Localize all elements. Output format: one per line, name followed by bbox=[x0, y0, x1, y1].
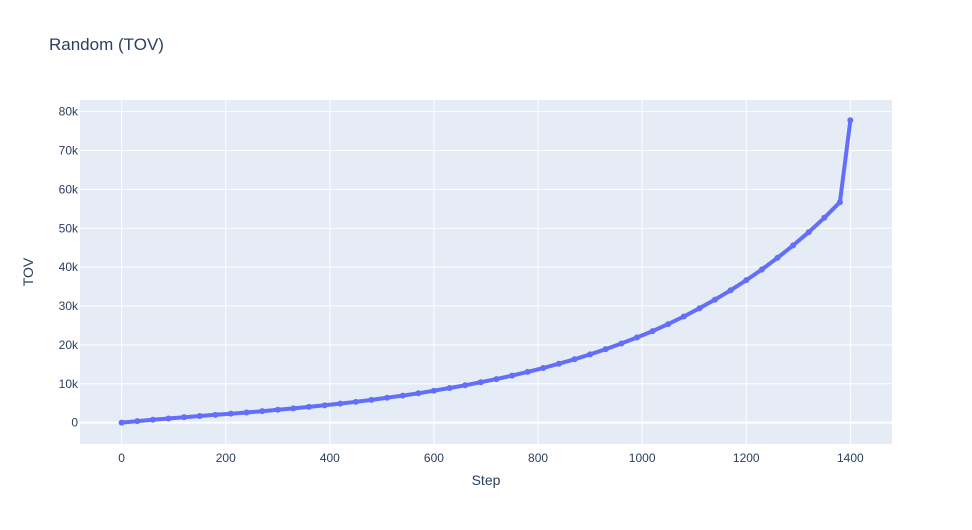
x-tick-label: 1000 bbox=[629, 451, 656, 465]
data-point bbox=[587, 351, 594, 358]
y-tick-label: 50k bbox=[59, 221, 79, 235]
y-tick-label: 40k bbox=[59, 260, 79, 274]
data-point bbox=[196, 413, 203, 420]
grid-layer bbox=[80, 100, 892, 444]
data-point bbox=[493, 376, 500, 383]
data-point bbox=[384, 394, 391, 401]
series-layer bbox=[118, 117, 854, 426]
data-point bbox=[243, 409, 250, 416]
data-point bbox=[399, 392, 406, 399]
data-point bbox=[415, 390, 422, 397]
y-tick-label: 20k bbox=[59, 338, 79, 352]
data-point bbox=[836, 199, 843, 206]
data-point bbox=[649, 328, 656, 335]
y-tick-label: 70k bbox=[59, 144, 79, 158]
data-point bbox=[306, 403, 313, 410]
data-point bbox=[274, 406, 281, 413]
data-point bbox=[290, 405, 297, 412]
data-point bbox=[259, 408, 266, 415]
y-tick-label: 80k bbox=[59, 105, 79, 119]
x-tick-label: 800 bbox=[528, 451, 548, 465]
data-point bbox=[790, 242, 797, 249]
data-point bbox=[633, 334, 640, 341]
x-tick-label: 200 bbox=[216, 451, 236, 465]
data-point bbox=[149, 416, 156, 423]
data-point bbox=[134, 418, 141, 425]
x-tick-label: 600 bbox=[424, 451, 444, 465]
data-point bbox=[321, 402, 328, 409]
data-point bbox=[509, 372, 516, 379]
data-point bbox=[696, 305, 703, 312]
tick-layer: 0 200 400 600 800 1000 1200 1400 0 10k 20k 30k 40k 50… bbox=[59, 105, 864, 465]
x-tick-label: 1400 bbox=[837, 451, 864, 465]
data-point bbox=[665, 321, 672, 328]
data-point bbox=[165, 415, 172, 422]
x-tick-label: 400 bbox=[320, 451, 340, 465]
data-point bbox=[524, 368, 531, 375]
data-point bbox=[337, 400, 344, 407]
chart-title: Random (TOV) bbox=[49, 35, 164, 54]
data-point bbox=[680, 313, 687, 320]
data-point bbox=[618, 340, 625, 347]
data-point bbox=[446, 385, 453, 392]
data-point bbox=[181, 414, 188, 421]
data-point bbox=[430, 387, 437, 394]
y-tick-label: 30k bbox=[59, 299, 79, 313]
x-tick-label: 0 bbox=[118, 451, 125, 465]
y-tick-label: 0 bbox=[71, 416, 78, 430]
x-tick-label: 1200 bbox=[733, 451, 760, 465]
data-point bbox=[368, 396, 375, 403]
data-point bbox=[805, 229, 812, 236]
data-point bbox=[727, 287, 734, 294]
data-point bbox=[602, 346, 609, 353]
data-point bbox=[571, 356, 578, 363]
data-point bbox=[227, 410, 234, 417]
data-point bbox=[743, 277, 750, 284]
data-point bbox=[555, 360, 562, 367]
plot-background bbox=[80, 100, 892, 444]
data-point bbox=[821, 214, 828, 221]
data-point bbox=[540, 365, 547, 372]
data-point bbox=[212, 411, 219, 418]
data-point bbox=[847, 117, 854, 124]
data-point bbox=[774, 254, 781, 261]
y-axis-title: TOV bbox=[20, 257, 36, 286]
x-axis-title: Step bbox=[472, 472, 501, 488]
y-tick-label: 10k bbox=[59, 377, 79, 391]
data-point bbox=[462, 382, 469, 389]
y-tick-label: 60k bbox=[59, 182, 79, 196]
data-point bbox=[477, 379, 484, 386]
data-point bbox=[712, 296, 719, 303]
data-point bbox=[758, 266, 765, 273]
data-point bbox=[118, 419, 125, 426]
data-point bbox=[352, 398, 359, 405]
